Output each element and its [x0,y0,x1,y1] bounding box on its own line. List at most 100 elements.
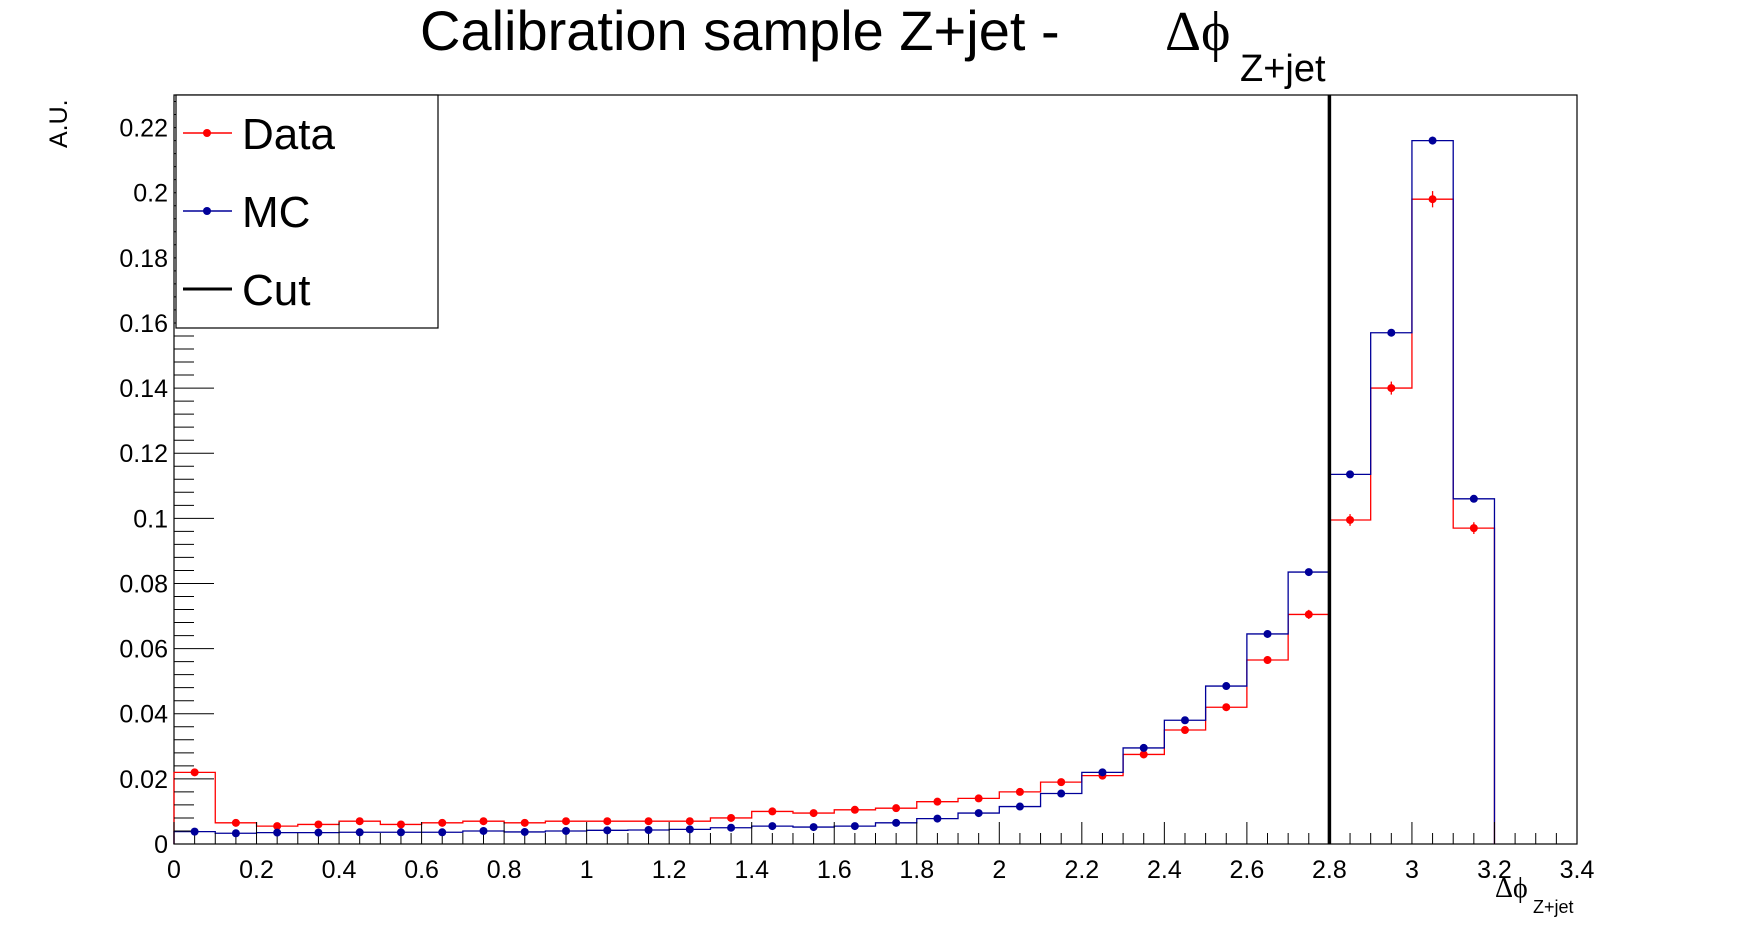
series-data-point [1346,515,1355,524]
x-tick-label: 2.6 [1229,856,1264,884]
x-tick-label: 2 [992,856,1006,884]
x-tick-label: 3.2 [1477,856,1512,884]
x-tick-label: 3 [1405,856,1419,884]
series-data-point [768,807,777,816]
series-mc-point [231,829,240,838]
data-markers [190,136,1478,838]
series-data-point [1057,778,1066,787]
chart-title: Calibration sample Z+jet - Δϕ Z+jet [420,0,1326,90]
chart-title-main: Calibration sample Z+jet - [420,0,1060,62]
x-tick-label: 0.8 [487,856,522,884]
series-mc-point [685,825,694,834]
series-data-point [355,817,364,826]
series-mc-point [1346,470,1355,479]
series-mc-point [644,825,653,834]
legend-data-label: Data [242,110,335,159]
series-mc-point [933,814,942,823]
series-data-point [933,797,942,806]
series-mc-point [1222,682,1231,691]
y-tick-label: 0 [154,831,168,859]
series-data-point [974,794,983,803]
series-data-point [273,822,282,831]
series-mc-point [520,827,529,836]
x-tick-label: 3.4 [1560,856,1595,884]
x-tick-label: 2.2 [1064,856,1099,884]
x-tick-label: 1.2 [652,856,687,884]
chart-title-subscript: Z+jet [1240,48,1326,90]
x-tick-label: 2.4 [1147,856,1182,884]
series-mc-point [1428,136,1437,145]
y-tick-label: 0.08 [119,570,168,598]
series-mc-point [727,823,736,832]
x-axis-label: Δϕ Z+jet [1495,873,1574,917]
x-tick-label: 2.8 [1312,856,1347,884]
series-data-point [231,818,240,827]
series-mc-point [396,828,405,837]
series-data-point [850,805,859,814]
series-data-point [190,768,199,777]
series-data-point [1263,656,1272,665]
y-tick-label: 0.14 [119,375,168,403]
legend-mc-marker [203,207,211,215]
series-mc-point [190,827,199,836]
series-mc-point [1387,328,1396,337]
y-axis-label: A.U. [45,99,73,148]
series-mc-histogram [173,139,1496,844]
series-data-point [809,809,818,818]
series-mc-point [1057,789,1066,798]
series-data-point [1469,524,1478,533]
x-tick-label: 0.2 [239,856,274,884]
series-data-point [1180,726,1189,735]
x-tick-label: 1.6 [817,856,852,884]
series-data-point [1428,195,1437,204]
series-mc-point [314,828,323,837]
y-tick-label: 0.12 [119,440,168,468]
series-mc-point [768,822,777,831]
series-data-point [562,817,571,826]
legend-entry-data: Data [183,110,335,159]
y-tick-label: 0.18 [119,245,168,273]
x-tick-label: 1.8 [899,856,934,884]
legend-cut-label: Cut [242,266,310,315]
x-tick-label: 0.4 [322,856,357,884]
series-mc-point [1098,768,1107,777]
series-mc-point [974,809,983,818]
series-mc-point [1469,494,1478,503]
series-data-point [1304,610,1313,619]
series-mc-point [892,818,901,827]
y-tick-label: 0.22 [119,115,168,143]
chart-title-symbol: Δϕ [1165,1,1231,63]
series-mc-point [438,828,447,837]
series-data-point [685,817,694,826]
legend-entry-cut: Cut [183,266,310,315]
x-axis-label-subscript: Z+jet [1533,897,1574,917]
y-tick-label: 0.16 [119,310,168,338]
x-axis-label-symbol: Δϕ [1495,873,1528,904]
y-tick-label: 0.2 [133,180,168,208]
legend-mc-label: MC [242,188,310,237]
series-mc-point [850,822,859,831]
x-tick-label: 1 [580,856,594,884]
series-mc-point [355,828,364,837]
series-mc-point [273,828,282,837]
series-data-point [479,817,488,826]
y-tick-label: 0.06 [119,636,168,664]
series-mc-point [1304,568,1313,577]
series-mc-point [562,826,571,835]
series-data-point [1139,750,1148,759]
y-tick-label: 0.1 [133,505,168,533]
y-tick-label: 0.04 [119,701,168,729]
series-mc-point [809,823,818,832]
x-tick-label: 1.4 [734,856,769,884]
series-mc-point [1180,716,1189,725]
series-mc-point [1139,743,1148,752]
series-mc-point [1263,629,1272,638]
series-data-point [644,817,653,826]
x-axis: 0 0.2 0.4 0.6 0.8 1 1.2 1.4 1.6 1.8 2 2.2 2.4 2.6 2.8 3… [167,822,1594,884]
series-mc-point [603,826,612,835]
series-data-point [892,804,901,813]
legend-data-marker [203,129,211,137]
series-data-point [314,820,323,829]
x-tick-label: 0.6 [404,856,439,884]
